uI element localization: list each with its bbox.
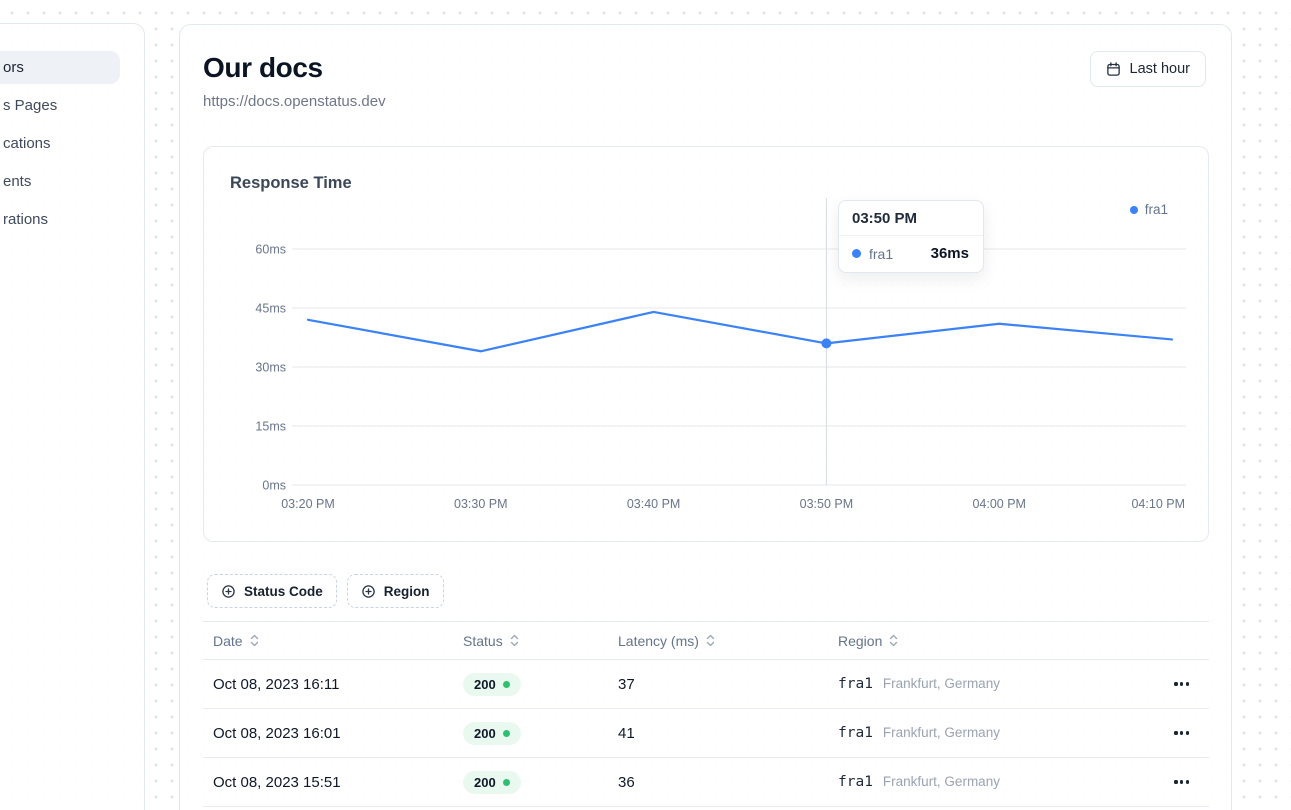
table-row: Oct 08, 2023 15:51 200 36 fra1 Frankfurt, Ge… bbox=[203, 758, 1209, 807]
plus-circle-icon bbox=[221, 584, 236, 599]
sidebar-item[interactable]: rations bbox=[0, 203, 120, 236]
column-label: Status bbox=[463, 632, 503, 649]
chart-tooltip: 03:50 PM fra1 36ms bbox=[838, 200, 984, 273]
table-header-row: Date Status Latency (ms) Region bbox=[203, 622, 1209, 660]
response-time-card: Response Time fra1 0ms 15ms 30ms 45ms 60ms 03… bbox=[203, 146, 1209, 542]
legend-item-fra1[interactable]: fra1 bbox=[1129, 202, 1168, 217]
date-range-label: Last hour bbox=[1129, 61, 1190, 77]
sidebar-item-label: cations bbox=[3, 135, 51, 152]
date-cell: Oct 08, 2023 16:11 bbox=[213, 675, 340, 693]
status-cell: 200 bbox=[463, 672, 618, 696]
column-label: Date bbox=[213, 632, 243, 649]
svg-text:04:10 PM: 04:10 PM bbox=[1131, 497, 1185, 511]
region-name: Frankfurt, Germany bbox=[882, 774, 1000, 789]
date-range-button[interactable]: Last hour bbox=[1089, 51, 1206, 87]
latency-cell: 36 bbox=[618, 773, 635, 791]
region-code: fra1 bbox=[838, 676, 873, 692]
row-actions-button[interactable] bbox=[1172, 725, 1191, 740]
status-code: 200 bbox=[474, 774, 496, 790]
sidebar-item-label: ents bbox=[3, 173, 32, 190]
region-code: fra1 bbox=[838, 774, 873, 790]
svg-text:45ms: 45ms bbox=[255, 302, 286, 316]
status-dot-icon bbox=[502, 778, 510, 786]
monitor-panel: Our docs https://docs.openstatus.dev Las… bbox=[179, 24, 1232, 810]
date-cell: Oct 08, 2023 15:51 bbox=[213, 773, 341, 791]
legend-label: fra1 bbox=[1144, 202, 1168, 217]
status-code: 200 bbox=[474, 725, 496, 741]
chart-title: Response Time bbox=[230, 174, 352, 192]
sidebar-item[interactable]: ents bbox=[0, 165, 120, 198]
region-cell: fra1 Frankfurt, Germany bbox=[838, 676, 1131, 692]
plus-circle-icon bbox=[361, 584, 376, 599]
calendar-icon bbox=[1106, 61, 1121, 77]
sort-icon bbox=[889, 634, 898, 647]
column-header[interactable]: Region bbox=[838, 633, 1131, 649]
sidebar-item-label: s Pages bbox=[3, 97, 58, 114]
history-table: Date Status Latency (ms) Region Oct 08, 202… bbox=[203, 621, 1209, 807]
svg-text:60ms: 60ms bbox=[255, 243, 286, 257]
svg-text:15ms: 15ms bbox=[255, 420, 286, 434]
tooltip-series-value: 36ms bbox=[930, 245, 969, 262]
sort-icon bbox=[250, 634, 259, 647]
tooltip-time: 03:50 PM bbox=[839, 201, 983, 236]
svg-text:03:30 PM: 03:30 PM bbox=[454, 497, 508, 511]
region-code: fra1 bbox=[838, 725, 873, 741]
svg-text:0ms: 0ms bbox=[262, 479, 286, 493]
status-code: 200 bbox=[474, 676, 496, 692]
column-header[interactable]: Date bbox=[213, 633, 463, 649]
filter-region-button[interactable]: Region bbox=[346, 574, 444, 608]
tooltip-series-dot-icon bbox=[852, 249, 861, 258]
status-badge: 200 bbox=[463, 672, 521, 696]
table-row: Oct 08, 2023 16:11 200 37 fra1 Frankfurt, Ge… bbox=[203, 660, 1209, 709]
sidebar-item[interactable]: cations bbox=[0, 127, 120, 160]
latency-cell: 37 bbox=[618, 675, 635, 693]
filter-label: Region bbox=[383, 583, 430, 599]
sidebar-item-label: rations bbox=[3, 211, 49, 228]
status-cell: 200 bbox=[463, 770, 618, 794]
latency-cell: 41 bbox=[618, 724, 635, 742]
date-cell: Oct 08, 2023 16:01 bbox=[213, 724, 341, 742]
region-cell: fra1 Frankfurt, Germany bbox=[838, 774, 1131, 790]
status-dot-icon bbox=[502, 680, 510, 688]
sidebar-nav: ors s Pages cations ents rations bbox=[0, 24, 144, 236]
page-title: Our docs bbox=[203, 52, 323, 83]
status-dot-icon bbox=[502, 729, 510, 737]
region-name: Frankfurt, Germany bbox=[882, 676, 1000, 691]
sidebar: ors s Pages cations ents rations bbox=[0, 23, 145, 810]
filter-label: Status Code bbox=[244, 583, 323, 599]
status-badge: 200 bbox=[463, 721, 521, 745]
row-actions-button[interactable] bbox=[1172, 676, 1191, 691]
filter-bar: Status Code Region bbox=[207, 574, 444, 608]
status-badge: 200 bbox=[463, 770, 521, 794]
sort-icon bbox=[706, 634, 715, 647]
svg-text:04:00 PM: 04:00 PM bbox=[972, 497, 1026, 511]
column-label: Region bbox=[838, 632, 883, 649]
sidebar-item[interactable]: s Pages bbox=[0, 89, 120, 122]
table-body: Oct 08, 2023 16:11 200 37 fra1 Frankfurt, Ge… bbox=[203, 660, 1209, 807]
column-label: Latency (ms) bbox=[618, 632, 699, 649]
svg-text:03:20 PM: 03:20 PM bbox=[281, 497, 335, 511]
sidebar-item-label: ors bbox=[3, 59, 24, 76]
status-cell: 200 bbox=[463, 721, 618, 745]
svg-text:03:40 PM: 03:40 PM bbox=[627, 497, 681, 511]
svg-text:30ms: 30ms bbox=[255, 361, 286, 375]
tooltip-series-name: fra1 bbox=[869, 245, 894, 262]
column-header[interactable]: Status bbox=[463, 633, 618, 649]
filter-status-code-button[interactable]: Status Code bbox=[207, 574, 337, 608]
sort-icon bbox=[510, 634, 519, 647]
row-actions-button[interactable] bbox=[1172, 774, 1191, 789]
svg-text:03:50 PM: 03:50 PM bbox=[800, 497, 854, 511]
sidebar-item[interactable]: ors bbox=[0, 51, 120, 84]
region-cell: fra1 Frankfurt, Germany bbox=[838, 725, 1131, 741]
table-row: Oct 08, 2023 16:01 200 41 fra1 Frankfurt, Ge… bbox=[203, 709, 1209, 758]
response-time-chart[interactable]: 0ms 15ms 30ms 45ms 60ms 03:20 PM 03:30 PM 03:40… bbox=[204, 147, 1210, 543]
region-name: Frankfurt, Germany bbox=[882, 725, 1000, 740]
legend-dot-icon bbox=[1129, 205, 1138, 214]
monitor-url: https://docs.openstatus.dev bbox=[203, 93, 386, 110]
column-header[interactable]: Latency (ms) bbox=[618, 633, 838, 649]
